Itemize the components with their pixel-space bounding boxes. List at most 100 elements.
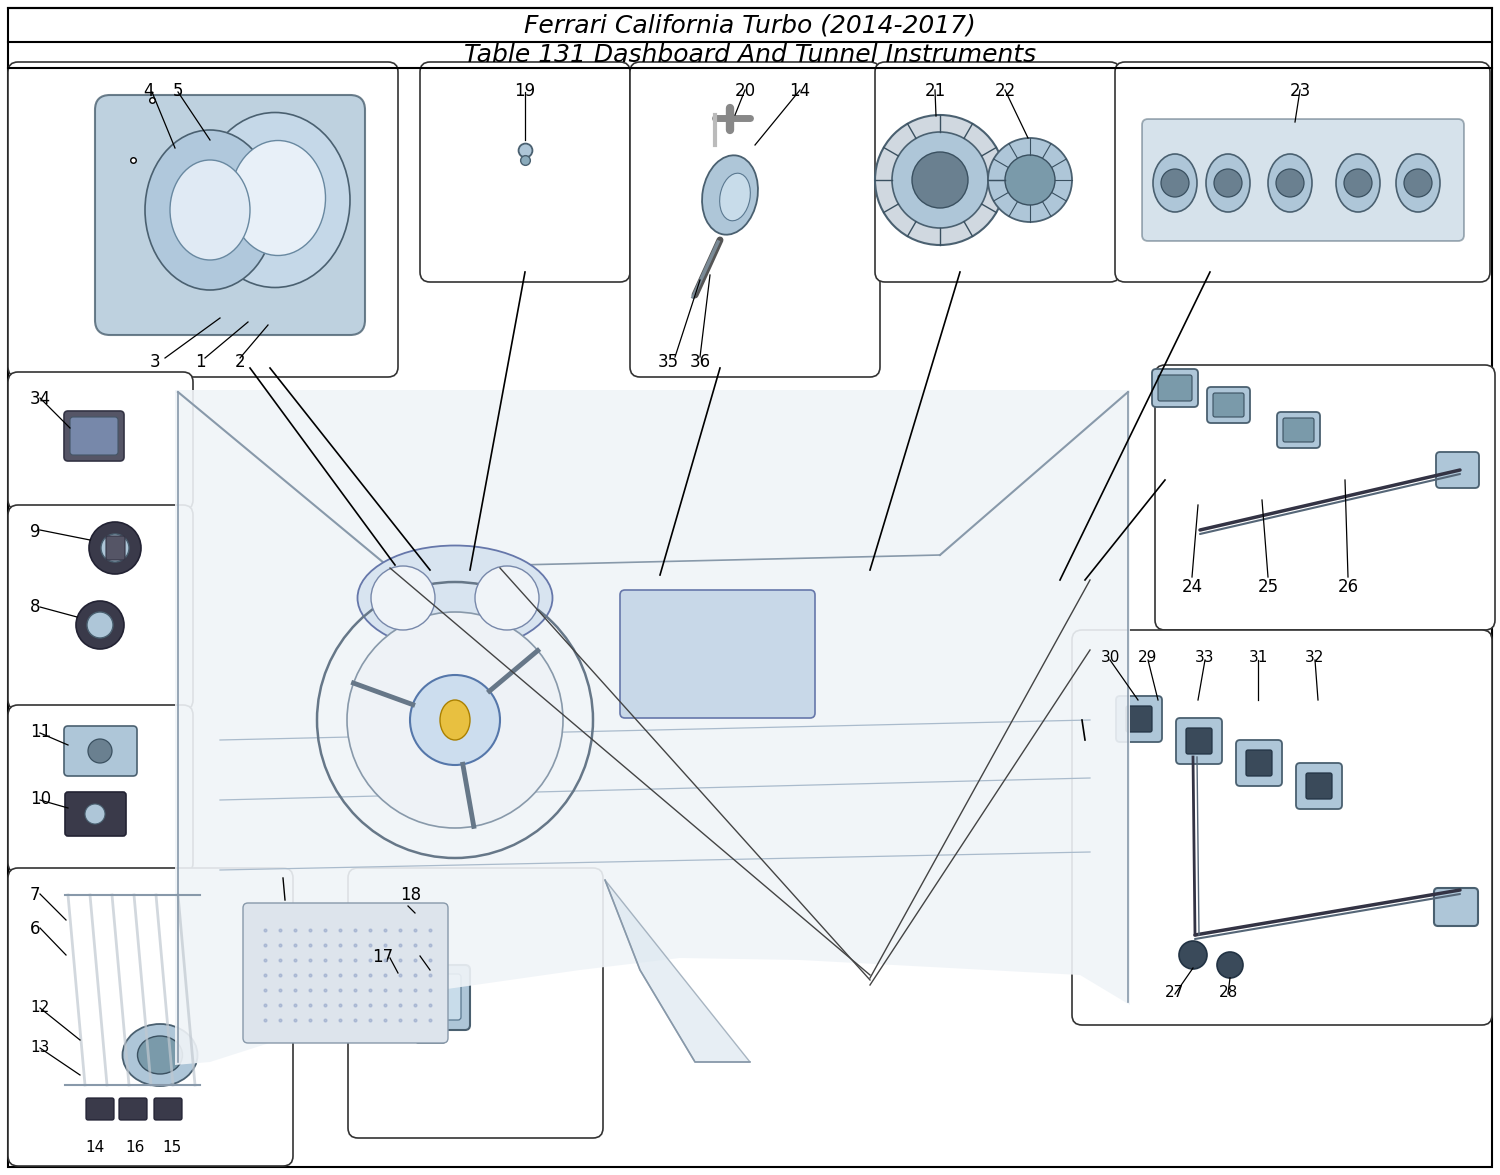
Text: 7: 7	[30, 886, 40, 904]
Text: 4: 4	[142, 82, 153, 100]
FancyBboxPatch shape	[8, 372, 194, 510]
Ellipse shape	[702, 155, 758, 235]
FancyBboxPatch shape	[64, 726, 136, 776]
FancyBboxPatch shape	[348, 868, 603, 1139]
FancyBboxPatch shape	[1214, 392, 1243, 417]
FancyBboxPatch shape	[1282, 418, 1314, 442]
Circle shape	[87, 612, 112, 638]
Ellipse shape	[146, 130, 274, 290]
Text: 6: 6	[30, 920, 40, 938]
Circle shape	[1344, 169, 1372, 197]
Ellipse shape	[1396, 154, 1440, 212]
FancyBboxPatch shape	[1186, 728, 1212, 754]
Circle shape	[370, 566, 435, 630]
Polygon shape	[176, 390, 1130, 1065]
FancyBboxPatch shape	[243, 904, 448, 1043]
Text: Table 131 Dashboard And Tunnel Instruments: Table 131 Dashboard And Tunnel Instrumen…	[464, 43, 1036, 67]
Circle shape	[1179, 941, 1208, 969]
FancyBboxPatch shape	[1152, 369, 1198, 407]
FancyBboxPatch shape	[1434, 888, 1478, 926]
Text: 29: 29	[1138, 650, 1158, 665]
FancyBboxPatch shape	[8, 505, 194, 710]
FancyBboxPatch shape	[1306, 773, 1332, 799]
FancyBboxPatch shape	[8, 62, 398, 377]
FancyBboxPatch shape	[874, 62, 1120, 282]
Text: 36: 36	[690, 352, 711, 371]
Text: 31: 31	[1248, 650, 1268, 665]
FancyBboxPatch shape	[86, 1097, 114, 1120]
Text: 18: 18	[400, 886, 422, 904]
Text: 2: 2	[234, 352, 246, 371]
Text: 33: 33	[1196, 650, 1215, 665]
FancyBboxPatch shape	[1114, 62, 1490, 282]
FancyBboxPatch shape	[8, 8, 1492, 1167]
Text: 3: 3	[150, 352, 160, 371]
Circle shape	[100, 533, 129, 562]
Text: 35: 35	[657, 352, 678, 371]
Ellipse shape	[1336, 154, 1380, 212]
FancyBboxPatch shape	[630, 62, 880, 377]
Circle shape	[1214, 169, 1242, 197]
Ellipse shape	[200, 113, 350, 288]
FancyBboxPatch shape	[400, 974, 460, 1020]
Circle shape	[1276, 169, 1304, 197]
Ellipse shape	[1154, 154, 1197, 212]
Text: 28: 28	[1218, 985, 1237, 1000]
Circle shape	[912, 152, 968, 208]
FancyBboxPatch shape	[1236, 740, 1282, 786]
FancyBboxPatch shape	[1208, 387, 1249, 423]
FancyBboxPatch shape	[8, 705, 194, 873]
Circle shape	[88, 739, 112, 763]
Circle shape	[1005, 155, 1054, 204]
Circle shape	[476, 566, 538, 630]
FancyBboxPatch shape	[1072, 630, 1492, 1025]
Text: 24: 24	[1182, 578, 1203, 596]
FancyBboxPatch shape	[1158, 375, 1192, 401]
Text: 13: 13	[30, 1040, 50, 1055]
Ellipse shape	[231, 141, 326, 255]
FancyBboxPatch shape	[1296, 763, 1342, 810]
Text: 27: 27	[1166, 985, 1185, 1000]
FancyBboxPatch shape	[64, 411, 125, 461]
Circle shape	[88, 522, 141, 575]
Text: 14: 14	[86, 1140, 105, 1155]
FancyBboxPatch shape	[1276, 412, 1320, 448]
Text: 22: 22	[994, 82, 1016, 100]
FancyBboxPatch shape	[1436, 452, 1479, 488]
Text: 11: 11	[30, 723, 51, 741]
Text: 30: 30	[1101, 650, 1119, 665]
FancyBboxPatch shape	[1155, 365, 1496, 630]
Text: 8: 8	[30, 598, 40, 616]
Ellipse shape	[123, 1023, 198, 1086]
FancyBboxPatch shape	[1176, 718, 1222, 764]
Text: 32: 32	[1305, 650, 1324, 665]
Text: 9: 9	[30, 523, 40, 540]
FancyBboxPatch shape	[70, 417, 118, 455]
Text: 16: 16	[126, 1140, 144, 1155]
FancyBboxPatch shape	[106, 536, 124, 560]
Ellipse shape	[720, 173, 750, 221]
Circle shape	[76, 600, 125, 649]
Text: 26: 26	[1338, 578, 1359, 596]
Polygon shape	[604, 880, 750, 1062]
Text: 15: 15	[162, 1140, 182, 1155]
Text: 23: 23	[1290, 82, 1311, 100]
Text: 19: 19	[514, 82, 535, 100]
Text: 21: 21	[924, 82, 945, 100]
Circle shape	[86, 804, 105, 824]
FancyBboxPatch shape	[1246, 750, 1272, 776]
FancyBboxPatch shape	[420, 62, 630, 282]
Ellipse shape	[138, 1036, 183, 1074]
Ellipse shape	[1206, 154, 1249, 212]
FancyBboxPatch shape	[390, 965, 470, 1030]
Text: 34: 34	[30, 390, 51, 408]
FancyBboxPatch shape	[620, 590, 815, 718]
Circle shape	[1161, 169, 1190, 197]
Circle shape	[1216, 952, 1243, 978]
FancyBboxPatch shape	[416, 1021, 446, 1043]
Circle shape	[346, 612, 562, 828]
Text: 14: 14	[789, 82, 810, 100]
Ellipse shape	[170, 160, 250, 260]
FancyBboxPatch shape	[1116, 696, 1162, 741]
FancyBboxPatch shape	[64, 792, 126, 835]
